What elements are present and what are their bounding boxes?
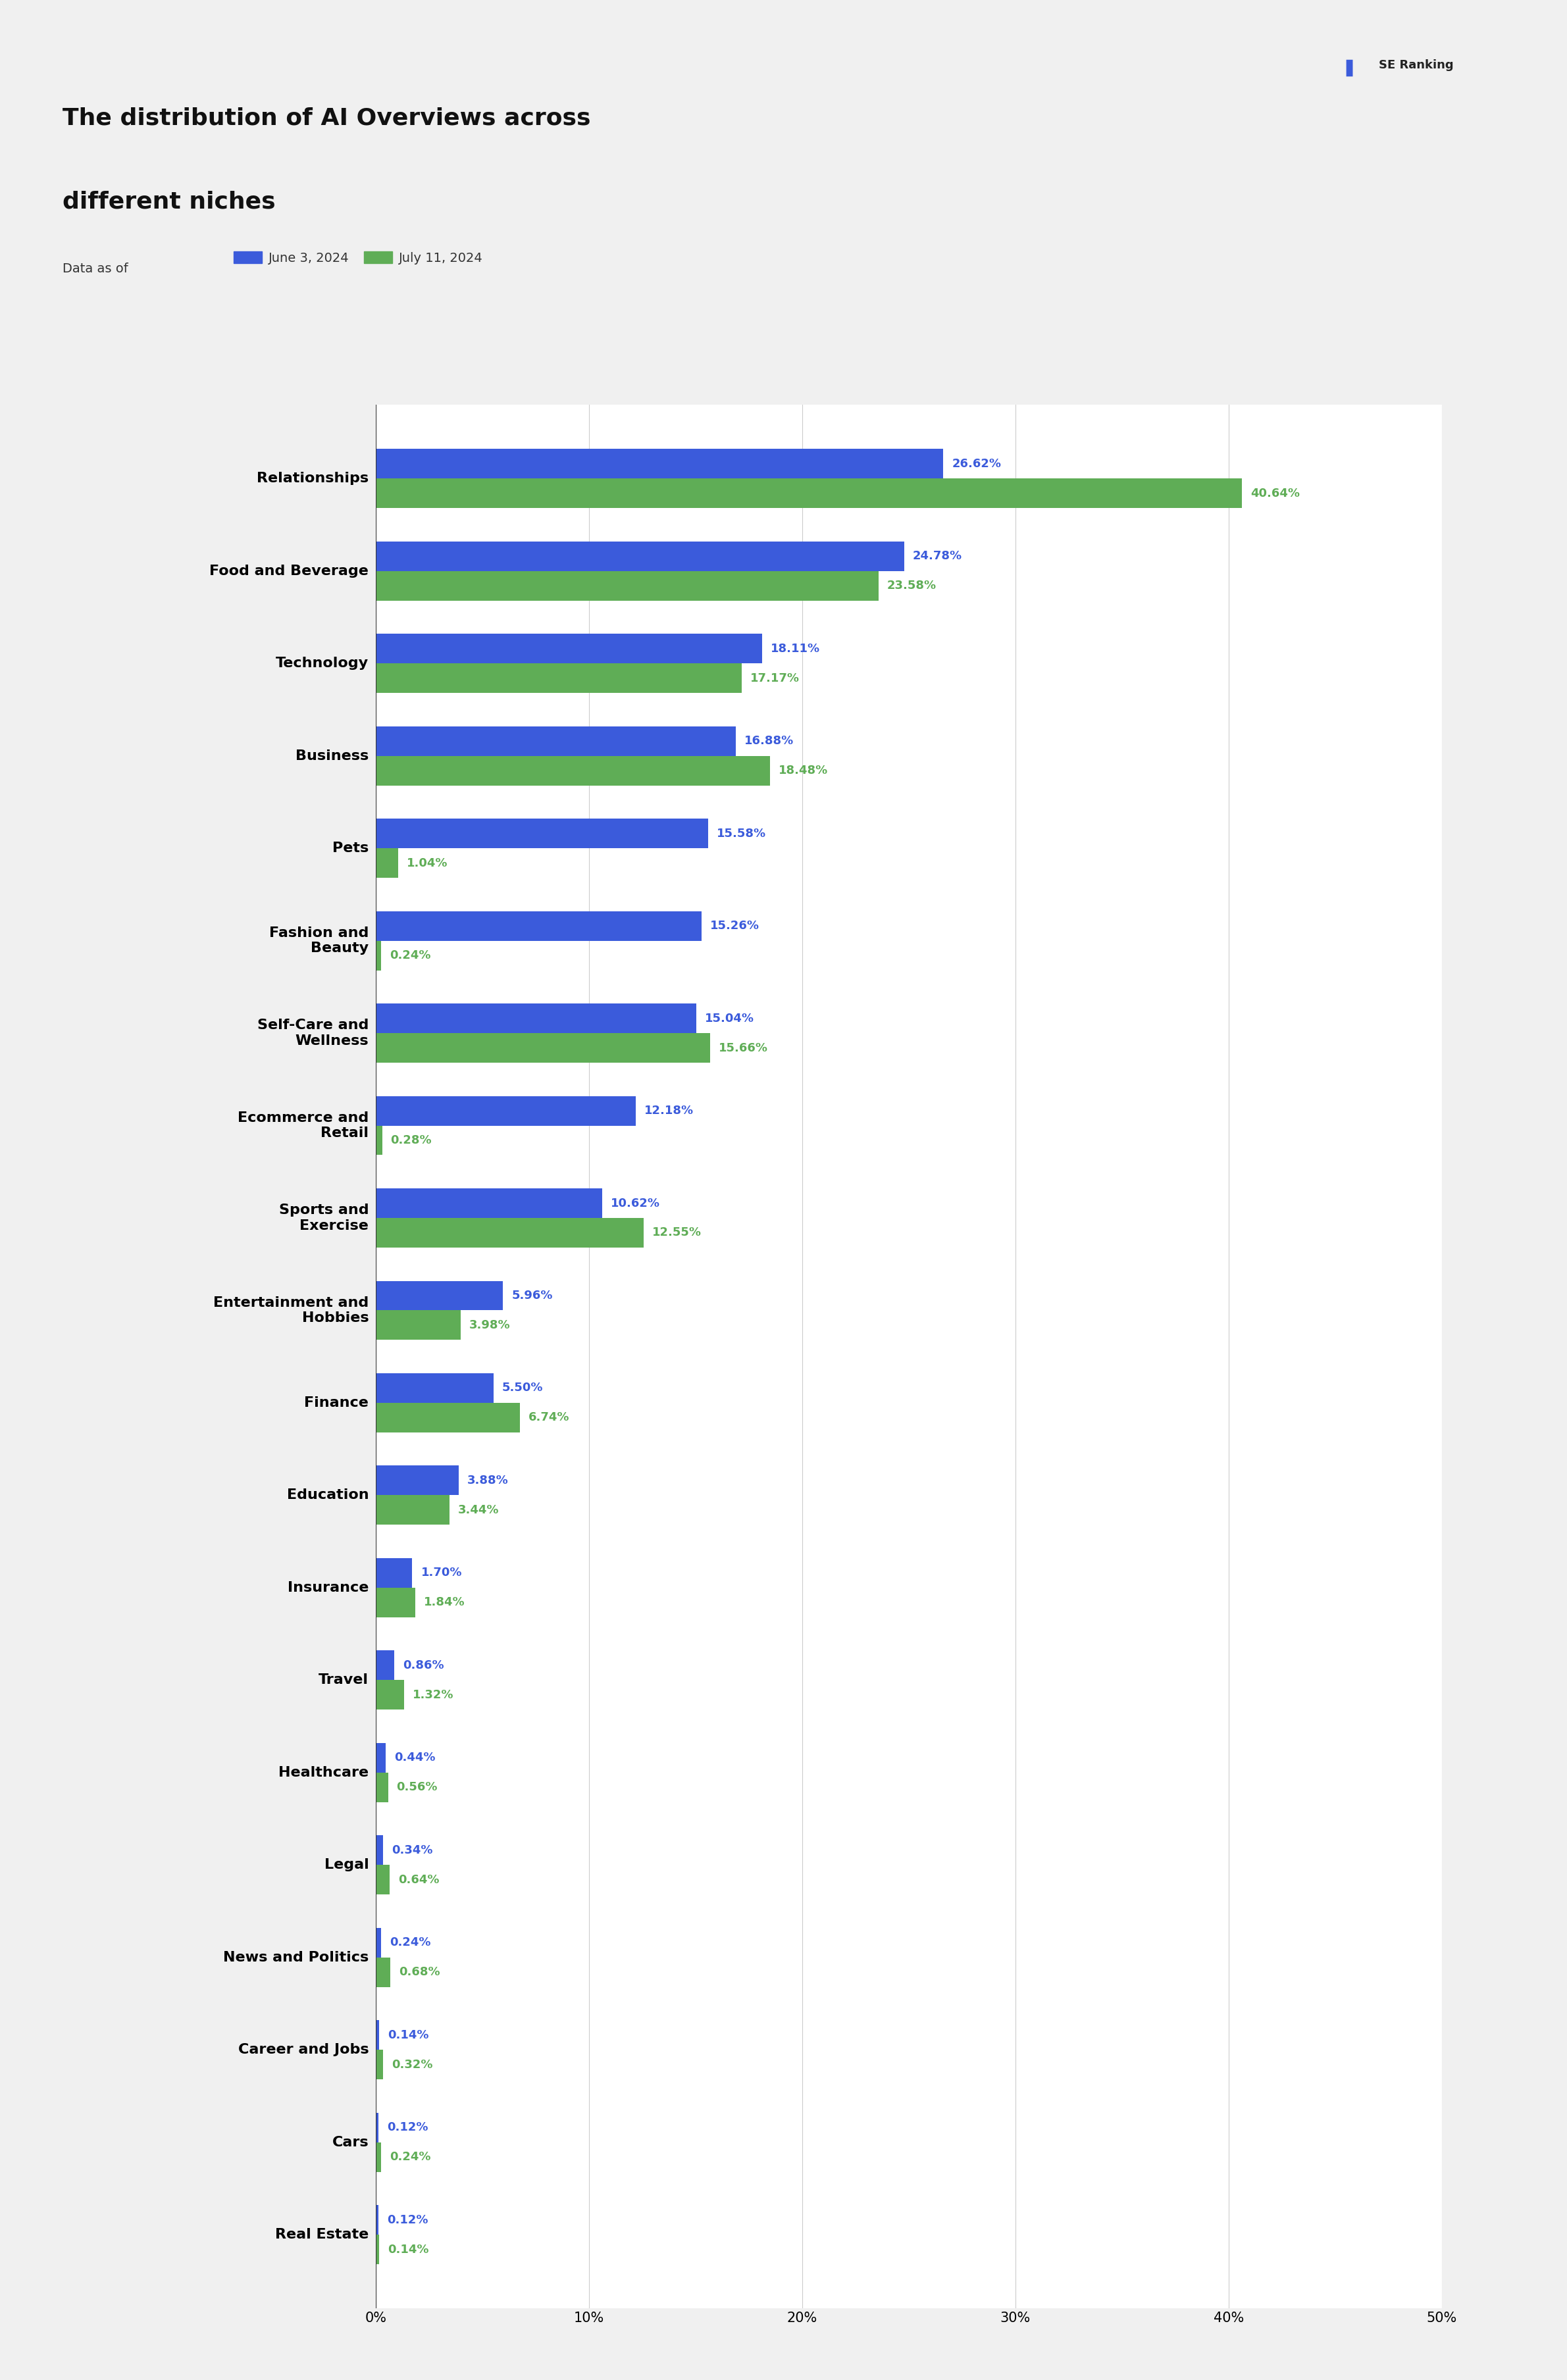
Text: 0.34%: 0.34% [392, 1845, 432, 1856]
Bar [376, 478, 1243, 507]
Bar [376, 2113, 379, 2142]
Text: different niches: different niches [63, 190, 276, 212]
Text: 0.12%: 0.12% [387, 2213, 428, 2225]
Bar [376, 450, 943, 478]
Bar [376, 757, 769, 785]
Bar [376, 819, 708, 847]
Text: 15.04%: 15.04% [705, 1012, 754, 1023]
Legend: June 3, 2024, July 11, 2024: June 3, 2024, July 11, 2024 [233, 252, 483, 264]
Bar [376, 633, 762, 664]
Bar [376, 1373, 494, 1402]
Text: 0.56%: 0.56% [396, 1780, 437, 1792]
Text: 0.64%: 0.64% [398, 1873, 439, 1885]
Text: 12.55%: 12.55% [652, 1226, 702, 1238]
Text: 0.44%: 0.44% [393, 1752, 436, 1764]
Bar [376, 1587, 415, 1618]
Bar [376, 1559, 412, 1587]
Bar [376, 1956, 390, 1987]
Bar [376, 571, 879, 600]
Text: 3.98%: 3.98% [470, 1319, 511, 1330]
Bar [376, 2021, 379, 2049]
Text: 0.12%: 0.12% [387, 2121, 428, 2132]
Text: 0.68%: 0.68% [400, 1966, 440, 1978]
Bar [376, 1742, 385, 1773]
Bar [376, 2049, 382, 2080]
Bar [376, 1773, 389, 1802]
Bar [376, 664, 743, 693]
Text: 3.44%: 3.44% [458, 1504, 498, 1516]
Text: 10.62%: 10.62% [611, 1197, 660, 1209]
Bar [376, 2142, 381, 2173]
Text: 16.88%: 16.88% [744, 735, 794, 747]
Text: 15.66%: 15.66% [718, 1042, 768, 1054]
Text: 18.11%: 18.11% [771, 643, 820, 655]
Text: 0.14%: 0.14% [387, 2030, 429, 2042]
Text: The distribution of AI Overviews across: The distribution of AI Overviews across [63, 107, 591, 129]
Text: 26.62%: 26.62% [951, 457, 1001, 469]
Text: 6.74%: 6.74% [528, 1411, 569, 1423]
Text: 0.24%: 0.24% [390, 1937, 431, 1949]
Text: Data as of: Data as of [63, 262, 128, 276]
Bar [376, 1004, 697, 1033]
Text: ▐: ▐ [1340, 60, 1352, 76]
Text: 15.26%: 15.26% [710, 921, 758, 933]
Bar [376, 1835, 384, 1866]
Text: 0.24%: 0.24% [390, 950, 431, 962]
Bar [376, 1188, 602, 1219]
Text: 15.58%: 15.58% [716, 828, 766, 840]
Bar [376, 540, 904, 571]
Text: 0.32%: 0.32% [392, 2059, 432, 2071]
Bar [376, 1866, 390, 1894]
Text: 17.17%: 17.17% [751, 671, 799, 683]
Bar [376, 847, 398, 878]
Text: 1.70%: 1.70% [422, 1566, 462, 1578]
Text: 1.84%: 1.84% [423, 1597, 465, 1609]
Bar [376, 1033, 710, 1064]
Text: 5.96%: 5.96% [511, 1290, 553, 1302]
Bar [376, 1402, 520, 1433]
Text: 40.64%: 40.64% [1250, 488, 1301, 500]
Bar [376, 1219, 644, 1247]
Bar [376, 1928, 381, 1956]
Text: 23.58%: 23.58% [887, 581, 937, 593]
Text: 3.88%: 3.88% [467, 1476, 509, 1488]
Text: 0.86%: 0.86% [403, 1659, 443, 1671]
Bar [376, 912, 702, 940]
Bar [376, 940, 381, 971]
Bar [376, 2206, 379, 2235]
Bar [376, 1495, 450, 1526]
Bar [376, 1649, 395, 1680]
Bar [376, 2235, 379, 2263]
Text: 18.48%: 18.48% [779, 764, 827, 776]
Bar [376, 1126, 382, 1154]
Text: 0.24%: 0.24% [390, 2152, 431, 2163]
Text: 0.28%: 0.28% [390, 1135, 432, 1147]
Bar [376, 1095, 636, 1126]
Text: 24.78%: 24.78% [912, 550, 962, 562]
Text: SE Ranking: SE Ranking [1379, 60, 1454, 71]
Bar [376, 726, 736, 757]
Text: 1.04%: 1.04% [407, 857, 448, 869]
Bar [376, 1311, 461, 1340]
Text: 12.18%: 12.18% [644, 1104, 694, 1116]
Text: 0.14%: 0.14% [387, 2244, 429, 2256]
Text: 5.50%: 5.50% [501, 1383, 542, 1395]
Bar [376, 1680, 404, 1709]
Text: 1.32%: 1.32% [412, 1690, 454, 1702]
Bar [376, 1280, 503, 1311]
Bar [376, 1466, 459, 1495]
